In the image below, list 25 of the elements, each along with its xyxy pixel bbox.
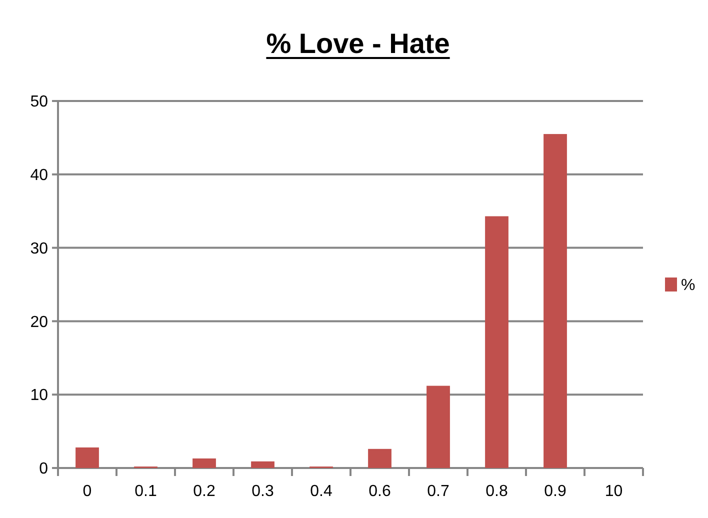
x-tick-label: 0.7 xyxy=(427,483,450,500)
y-tick-label: 40 xyxy=(30,167,48,184)
bar xyxy=(76,447,99,468)
x-tick-label: 0.3 xyxy=(252,483,274,500)
y-tick-label: 50 xyxy=(30,94,48,111)
bar xyxy=(192,458,216,468)
bar xyxy=(426,386,450,468)
x-tick-label: 0.9 xyxy=(544,483,566,500)
x-tick-label: 0.2 xyxy=(193,483,216,500)
bar xyxy=(251,461,274,468)
x-tick-label: 0.6 xyxy=(368,483,391,500)
bar xyxy=(485,216,508,468)
x-tick-label: 10 xyxy=(604,483,623,500)
chart-title: % Love - Hate xyxy=(266,28,450,59)
y-tick-label: 10 xyxy=(30,387,48,404)
y-tick-label: 0 xyxy=(39,460,48,478)
y-tick-label: 30 xyxy=(30,240,48,258)
legend-label: % xyxy=(681,277,696,294)
x-tick-label: 0.8 xyxy=(486,483,508,500)
bar xyxy=(368,448,392,468)
bar xyxy=(544,134,567,468)
x-tick-label: 0.1 xyxy=(134,483,157,500)
x-tick-label: 0.4 xyxy=(310,483,332,500)
y-tick-label: 20 xyxy=(30,314,48,331)
x-tick-label: 0 xyxy=(82,483,92,500)
